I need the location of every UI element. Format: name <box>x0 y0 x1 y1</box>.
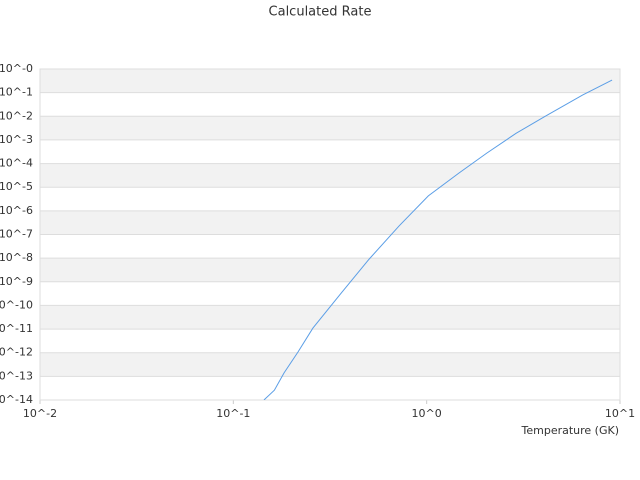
y-tick-label: 10^-12 <box>0 346 33 359</box>
grid-band <box>40 258 620 282</box>
y-tick-label: 10^-4 <box>0 157 33 170</box>
y-tick-label: 10^-7 <box>0 228 33 241</box>
x-tick-label: 10^1 <box>605 407 635 420</box>
grid-band <box>40 305 620 330</box>
y-tick-label: 10^-10 <box>0 298 33 311</box>
x-tick-label: 10^-2 <box>23 407 57 420</box>
x-tick-label: 10^0 <box>412 407 442 420</box>
plot-border <box>39 68 621 401</box>
chart-title: Calculated Rate <box>269 5 372 20</box>
plot-background <box>40 69 620 377</box>
y-tick-label: 10^-1 <box>0 86 33 99</box>
y-tick-label: 10^-3 <box>0 133 33 146</box>
grid-band <box>40 69 620 93</box>
y-tick-label: 10^-13 <box>0 369 33 382</box>
grid-band <box>40 116 620 140</box>
y-tick-label: 10^-11 <box>0 322 33 335</box>
y-tick-label: 10^-0 <box>0 62 33 75</box>
x-axis-label: Temperature (GK) <box>521 424 620 437</box>
grid-band <box>40 163 620 188</box>
y-tick-label: 10^-6 <box>0 204 33 217</box>
y-tick-label: 10^-9 <box>0 275 33 288</box>
line <box>263 79 613 400</box>
y-tick-label: 10^-5 <box>0 180 33 193</box>
y-tick-label: 10^-8 <box>0 251 33 264</box>
y-tick-label: 10^-2 <box>0 109 33 122</box>
x-tick-label: 10^-1 <box>216 407 250 420</box>
grid-band <box>40 352 620 377</box>
y-tick-label: 10^-14 <box>0 393 33 406</box>
grid-band <box>40 210 620 235</box>
